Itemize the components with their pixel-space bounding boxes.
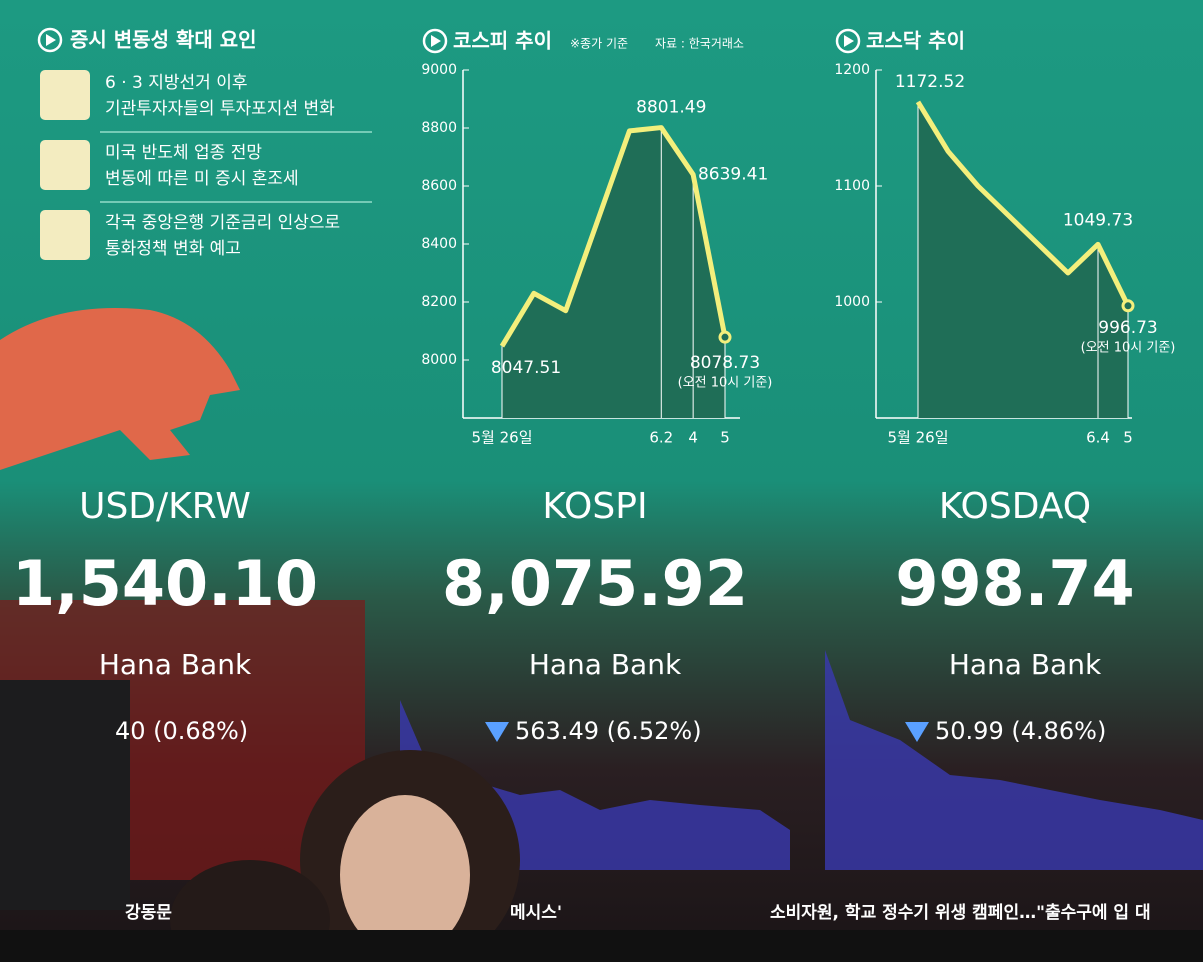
x-tick-label: 6.4 <box>1086 429 1110 447</box>
chart-title: 코스닥 추이 <box>866 29 965 53</box>
value-label: 8801.49 <box>636 98 706 118</box>
screen-price: 8,075.92 <box>442 547 748 620</box>
annotation: (오전 10시 기준) <box>678 376 773 391</box>
screen-bank: Hana Bank <box>949 648 1102 681</box>
annotation: (오전 10시 기준) <box>1081 340 1176 355</box>
value-label: 8047.51 <box>491 358 561 378</box>
line <box>915 100 1131 307</box>
y-tick-label: 8200 <box>421 294 457 310</box>
x-tick-label: 5월 26일 <box>888 429 949 447</box>
monitor <box>0 680 130 910</box>
screen-change: 50.99 (4.86%) <box>935 717 1106 745</box>
y-tick-label: 8600 <box>421 178 457 194</box>
value-label: 996.73 <box>1098 318 1157 338</box>
y-tick-label: 1000 <box>834 294 870 310</box>
panel-title: 증시 변동성 확대 요인 <box>70 28 257 52</box>
y-tick-label: 8400 <box>421 236 457 252</box>
screen-name: KOSPI <box>542 486 647 527</box>
factor-icon <box>40 70 90 120</box>
area <box>502 127 725 418</box>
factor-text: 미국 반도체 업종 전망 <box>105 143 262 163</box>
chart-title: 코스피 추이 <box>453 29 552 53</box>
ticker-text: 소비자원, 학교 정수기 위생 캠페인…"출수구에 입 대 <box>770 903 1151 923</box>
y-tick-label: 1100 <box>834 178 870 194</box>
play-icon <box>844 35 854 47</box>
factor-text: 변동에 따른 미 증시 혼조세 <box>105 169 299 189</box>
chart-subtitle: ※종가 기준 <box>570 37 628 51</box>
down-arrow <box>485 722 509 742</box>
factor-icon <box>40 140 90 190</box>
factor-text: 6 · 3 지방선거 이후 <box>105 73 248 93</box>
screen-name: USD/KRW <box>79 486 251 527</box>
value-label: 1049.73 <box>1063 210 1133 230</box>
play-icon <box>46 34 56 46</box>
y-tick-label: 8000 <box>421 352 457 368</box>
factor-text: 통화정책 변화 예고 <box>105 239 241 259</box>
screen-kosdaq <box>825 650 1203 870</box>
end-marker <box>718 330 732 344</box>
screen-price: 998.74 <box>895 547 1134 620</box>
y-tick-label: 1200 <box>834 62 870 78</box>
line <box>499 125 728 348</box>
x-tick-label: 5월 26일 <box>472 429 533 447</box>
y-tick-label: 8800 <box>421 120 457 136</box>
play-icon <box>431 35 441 47</box>
play-icon <box>422 28 448 54</box>
factor-icon <box>40 210 90 260</box>
face <box>340 795 470 955</box>
factor-text: 기관투자자들의 투자포지션 변화 <box>105 99 335 119</box>
down-arrow <box>905 722 929 742</box>
value-label: 8639.41 <box>698 165 768 185</box>
end-marker <box>1121 299 1135 313</box>
play-icon <box>835 28 861 54</box>
value-label: 1172.52 <box>895 72 965 92</box>
y-tick-label: 9000 <box>421 62 457 78</box>
screen-price: 1,540.10 <box>12 547 318 620</box>
ticker-text: 메시스' <box>510 903 562 923</box>
x-tick-label: 5 <box>1123 429 1133 447</box>
value-label: 8078.73 <box>690 353 760 373</box>
screen-bank: Hana Bank <box>529 648 682 681</box>
ticker-bar <box>0 930 1203 962</box>
factor-text: 각국 중앙은행 기준금리 인상으로 <box>105 213 340 233</box>
screen-change: 40 (0.68%) <box>115 717 248 745</box>
x-tick-label: 5 <box>720 429 730 447</box>
chart-source: 자료 : 한국거래소 <box>655 37 744 51</box>
x-tick-label: 6.2 <box>649 429 673 447</box>
screen-bank: Hana Bank <box>99 648 252 681</box>
play-icon <box>37 27 63 53</box>
ticker-text: 강동문 <box>125 903 172 923</box>
bear-illustration <box>0 308 240 470</box>
screen-name: KOSDAQ <box>939 486 1091 527</box>
x-tick-label: 4 <box>688 429 698 447</box>
screen-change: 563.49 (6.52%) <box>515 717 702 745</box>
